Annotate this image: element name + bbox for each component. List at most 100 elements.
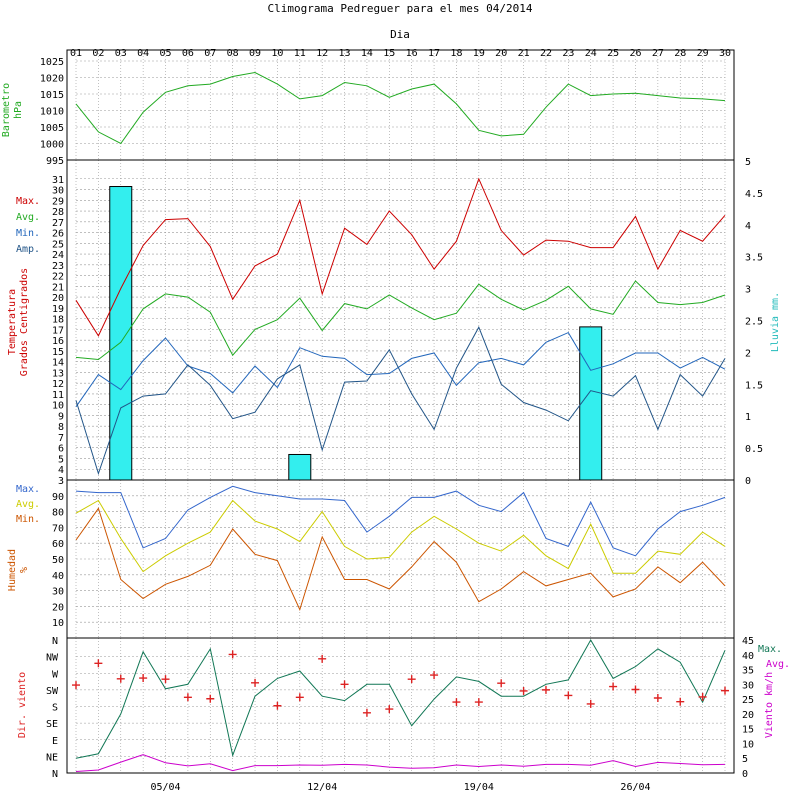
temperature-tick-label: 22 bbox=[52, 272, 64, 283]
wind-direction-marker bbox=[564, 691, 573, 700]
pressure-tick-label: 1025 bbox=[40, 57, 64, 68]
temperature-tick-label: 4 bbox=[58, 465, 64, 476]
rain-tick-label: 0 bbox=[745, 476, 751, 487]
wind-speed-tick-label: 10 bbox=[742, 739, 754, 750]
pressure-tick-label: 1010 bbox=[40, 107, 64, 118]
wind-speed-tick-label: 40 bbox=[742, 651, 754, 662]
rain-axis-label: Lluvia mm. bbox=[770, 292, 781, 352]
temperature-axis-label: Grados Centigrados bbox=[19, 268, 30, 376]
wind-direction-tick-label: NW bbox=[46, 653, 59, 664]
pressure-line bbox=[75, 71, 726, 145]
temperature-tick-label: 16 bbox=[52, 336, 64, 347]
wind-direction-marker bbox=[295, 693, 304, 702]
humidity-min-line bbox=[75, 507, 726, 612]
temperature-min-line bbox=[75, 331, 726, 408]
humidity-tick-label: 90 bbox=[52, 492, 64, 503]
temperature-tick-label: 8 bbox=[58, 422, 64, 433]
wind-speed-tick-label: 30 bbox=[742, 680, 754, 691]
humidity-legend-item: Max. bbox=[16, 484, 40, 495]
temperature-tick-label: 13 bbox=[52, 368, 64, 379]
wind-speed-tick-label: 15 bbox=[742, 725, 754, 736]
wind-direction-marker bbox=[362, 708, 371, 717]
rain-tick-label: 1 bbox=[745, 412, 751, 423]
wind-direction-marker bbox=[721, 686, 729, 695]
humidity-tick-label: 80 bbox=[52, 508, 64, 519]
wind-direction-tick-label: N bbox=[52, 636, 58, 647]
rain-tick-label: 3.5 bbox=[745, 253, 763, 264]
humidity-avg-line bbox=[75, 499, 726, 574]
temperature-tick-label: 29 bbox=[52, 196, 64, 207]
wind-direction-tick-label: SW bbox=[46, 686, 59, 697]
temperature-tick-label: 15 bbox=[52, 347, 64, 358]
temperature-tick-label: 14 bbox=[52, 358, 64, 369]
wind-direction-marker bbox=[519, 686, 528, 695]
wind-direction-marker bbox=[72, 681, 80, 690]
wind-direction-marker bbox=[586, 699, 595, 708]
wind-direction-marker bbox=[228, 650, 237, 659]
temperature-tick-label: 31 bbox=[52, 175, 64, 186]
humidity-legend-item: Avg. bbox=[16, 499, 40, 510]
pressure-tick-label: 995 bbox=[46, 156, 64, 167]
panel-frame bbox=[66, 637, 735, 774]
wind-direction-tick-label: SE bbox=[46, 719, 58, 730]
rain-bar bbox=[109, 186, 133, 481]
temperature-tick-label: 30 bbox=[52, 186, 64, 197]
rain-tick-label: 1.5 bbox=[745, 380, 763, 391]
wind-speed-tick-label: 0 bbox=[742, 769, 748, 780]
humidity-tick-label: 10 bbox=[52, 618, 64, 629]
temperature-tick-label: 18 bbox=[52, 315, 64, 326]
temperature-max-line bbox=[75, 177, 726, 337]
wind-direction-marker bbox=[183, 693, 192, 702]
humidity-tick-label: 50 bbox=[52, 555, 64, 566]
temperature-amp-line bbox=[75, 326, 726, 476]
temperature-legend-item: Max. bbox=[16, 196, 40, 207]
temperature-avg-line bbox=[75, 280, 726, 361]
wind-direction-marker bbox=[161, 675, 170, 684]
wind-direction-tick-label: W bbox=[52, 669, 59, 680]
temperature-tick-label: 10 bbox=[52, 401, 64, 412]
wind-direction-marker bbox=[340, 680, 349, 689]
temperature-tick-label: 19 bbox=[52, 304, 64, 315]
wind-direction-marker bbox=[116, 674, 125, 683]
wind-direction-tick-label: E bbox=[52, 736, 58, 747]
wind-speed-tick-label: 20 bbox=[742, 710, 754, 721]
wind-direction-marker bbox=[541, 685, 550, 694]
rain-tick-label: 3 bbox=[745, 285, 751, 296]
wind-direction-marker bbox=[698, 692, 707, 701]
pressure-tick-label: 1000 bbox=[40, 140, 64, 151]
wind-direction-tick-label: NE bbox=[46, 752, 58, 763]
rain-tick-label: 4.5 bbox=[745, 189, 763, 200]
wind-direction-marker bbox=[206, 694, 215, 703]
pressure-tick-label: 1020 bbox=[40, 74, 64, 85]
wind-direction-marker bbox=[430, 671, 439, 680]
humidity-max-line bbox=[75, 485, 726, 557]
date-axis-label: 26/04 bbox=[620, 782, 650, 793]
wind-speed-tick-label: 45 bbox=[742, 636, 754, 647]
pressure-axis-label: Barometro bbox=[1, 83, 12, 137]
wind-direction-marker bbox=[94, 659, 103, 668]
wind-direction-marker bbox=[676, 697, 685, 706]
temperature-tick-label: 7 bbox=[58, 433, 64, 444]
wind-direction-tick-label: N bbox=[52, 769, 58, 780]
humidity-tick-label: 40 bbox=[52, 571, 64, 582]
humidity-tick-label: 20 bbox=[52, 602, 64, 613]
temperature-tick-label: 25 bbox=[52, 239, 64, 250]
wind-direction-marker bbox=[452, 698, 461, 707]
rain-bar bbox=[579, 326, 603, 481]
wind-legend-item: Avg. bbox=[766, 659, 790, 670]
pressure-tick-label: 1005 bbox=[40, 123, 64, 134]
wind-direction-marker bbox=[407, 675, 416, 684]
wind-avg-line bbox=[75, 754, 726, 772]
wind-direction-marker bbox=[497, 679, 506, 688]
wind-direction-marker bbox=[609, 682, 618, 691]
humidity-tick-label: 30 bbox=[52, 587, 64, 598]
wind-direction-marker bbox=[318, 654, 327, 663]
humidity-tick-label: 60 bbox=[52, 539, 64, 550]
wind-max-line bbox=[75, 638, 726, 759]
rain-tick-label: 0.5 bbox=[745, 444, 763, 455]
wind-direction-axis-label: Dir. viento bbox=[17, 672, 28, 738]
wind-direction-marker bbox=[631, 685, 640, 694]
